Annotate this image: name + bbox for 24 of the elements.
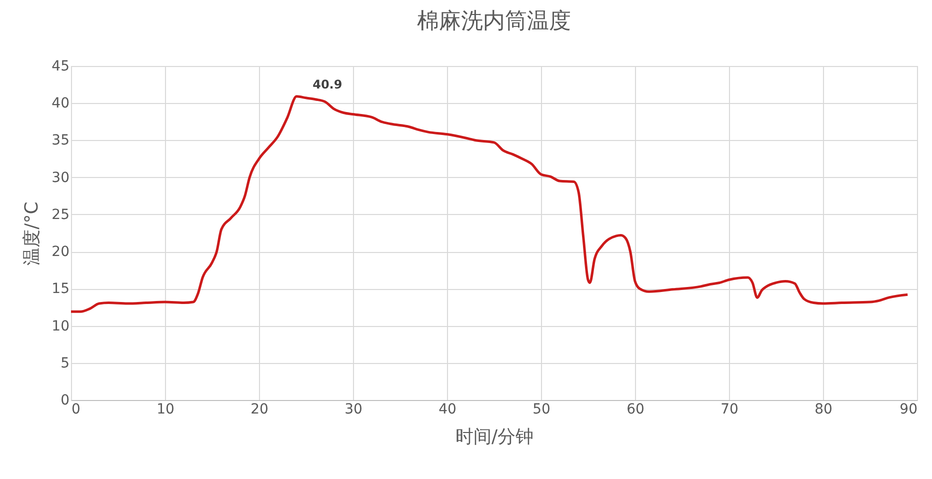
chart-title: 棉麻洗内筒温度 xyxy=(417,9,571,34)
y-tick-label: 35 xyxy=(52,132,70,149)
y-tick-label: 5 xyxy=(60,355,70,372)
y-tick-label: 25 xyxy=(52,206,70,223)
annotation: 40.9 xyxy=(312,77,342,92)
x-tick-label: 30 xyxy=(344,402,362,418)
x-tick-label: 90 xyxy=(900,402,918,418)
x-axis-title: 时间/分钟 xyxy=(455,426,534,448)
x-tick-label: 10 xyxy=(156,402,174,418)
y-tick-label: 40 xyxy=(52,96,70,112)
x-tick-label: 20 xyxy=(250,402,268,418)
y-axis-title: 温度/°C xyxy=(22,202,43,266)
x-tick-label: 0 xyxy=(72,402,80,418)
y-tick-label: 10 xyxy=(52,318,70,334)
y-tick-label: 15 xyxy=(52,281,70,298)
x-tick-label: 70 xyxy=(720,402,738,418)
y-tick-label: 30 xyxy=(52,170,70,186)
y-tick-label: 45 xyxy=(52,58,70,74)
line-series xyxy=(70,95,909,313)
y-tick-label: 20 xyxy=(52,244,70,260)
x-tick-label: 60 xyxy=(626,402,644,418)
x-tick-label: 50 xyxy=(532,402,550,418)
x-tick-label: 80 xyxy=(814,402,832,418)
x-tick-label: 40 xyxy=(438,402,456,418)
